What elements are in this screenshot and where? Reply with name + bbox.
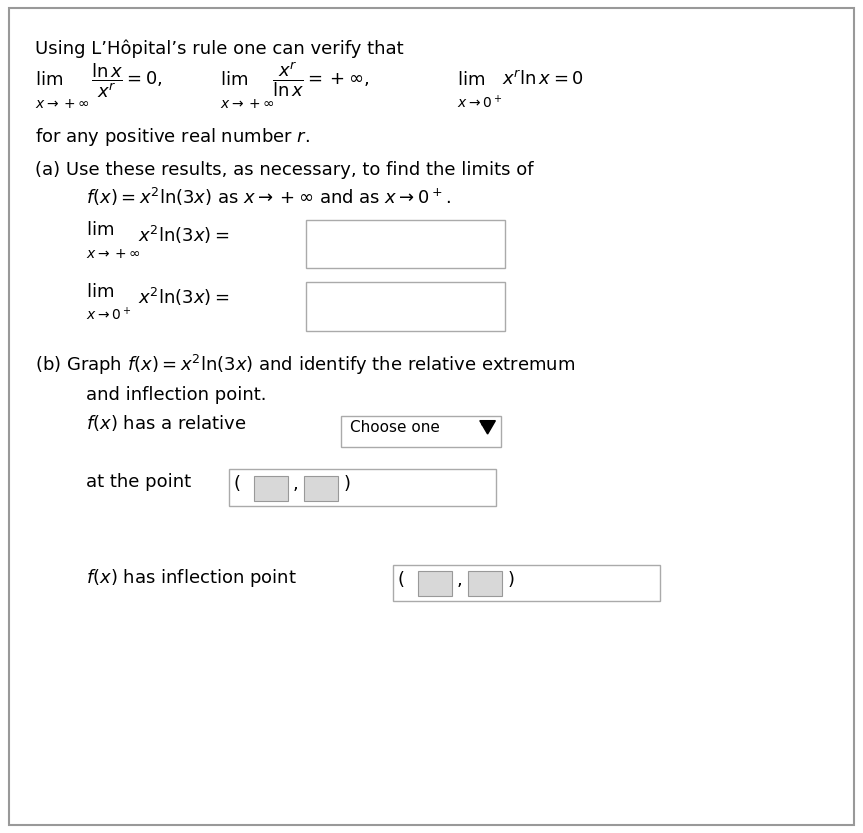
Text: $x\to+\infty$: $x\to+\infty$: [86, 247, 141, 262]
Text: and inflection point.: and inflection point.: [86, 386, 267, 404]
FancyBboxPatch shape: [229, 469, 496, 506]
Text: $x\to 0^+$: $x\to 0^+$: [457, 94, 503, 112]
Text: $x^r \ln x = 0$: $x^r \ln x = 0$: [502, 70, 584, 89]
FancyBboxPatch shape: [393, 565, 660, 601]
FancyBboxPatch shape: [254, 476, 288, 501]
Text: $\lim$: $\lim$: [86, 283, 114, 302]
Text: $,$: $,$: [456, 571, 462, 589]
Text: $x\to+\infty$: $x\to+\infty$: [220, 97, 274, 112]
Text: $,$: $,$: [292, 475, 298, 493]
Text: $f(x)$ has inflection point: $f(x)$ has inflection point: [86, 567, 297, 589]
Text: for any positive real number $r$.: for any positive real number $r$.: [35, 126, 310, 147]
FancyBboxPatch shape: [9, 8, 854, 825]
Text: $\lim$: $\lim$: [86, 221, 114, 239]
Text: $x\to 0^+$: $x\to 0^+$: [86, 307, 132, 324]
Text: at the point: at the point: [86, 473, 192, 491]
Text: $)$: $)$: [507, 569, 514, 589]
Text: $\lim$: $\lim$: [220, 71, 248, 89]
FancyBboxPatch shape: [306, 220, 505, 268]
Text: $f(x)$ has a relative: $f(x)$ has a relative: [86, 413, 247, 433]
Text: $\lim$: $\lim$: [35, 71, 62, 89]
Polygon shape: [480, 421, 495, 434]
FancyBboxPatch shape: [341, 416, 501, 447]
Text: $\dfrac{\ln x}{x^r} = 0,$: $\dfrac{\ln x}{x^r} = 0,$: [91, 62, 162, 100]
Text: $f(x) = x^2 \ln(3x)$ as $x \to +\infty$ and as $x \to 0^+$.: $f(x) = x^2 \ln(3x)$ as $x \to +\infty$ …: [86, 186, 451, 208]
Text: $)$: $)$: [343, 473, 350, 493]
Text: $($: $($: [233, 473, 242, 493]
Text: $x^2\ln(3x) =$: $x^2\ln(3x) =$: [138, 286, 230, 308]
FancyBboxPatch shape: [418, 571, 452, 596]
Text: $\lim$: $\lim$: [457, 71, 485, 89]
Text: Choose one: Choose one: [350, 421, 439, 436]
FancyBboxPatch shape: [304, 476, 338, 501]
Text: (b) Graph $f(x) = x^2\ln(3x)$ and identify the relative extremum: (b) Graph $f(x) = x^2\ln(3x)$ and identi…: [35, 352, 575, 377]
Text: $x\to+\infty$: $x\to+\infty$: [35, 97, 89, 112]
Text: $($: $($: [397, 569, 406, 589]
Text: Using L’Hôpital’s rule one can verify that: Using L’Hôpital’s rule one can verify th…: [35, 40, 403, 58]
Text: $\dfrac{x^r}{\ln x} = +\infty,$: $\dfrac{x^r}{\ln x} = +\infty,$: [272, 61, 369, 99]
FancyBboxPatch shape: [468, 571, 502, 596]
Text: (a) Use these results, as necessary, to find the limits of: (a) Use these results, as necessary, to …: [35, 161, 533, 179]
Text: $x^2\ln(3x) =$: $x^2\ln(3x) =$: [138, 223, 230, 246]
FancyBboxPatch shape: [306, 282, 505, 331]
